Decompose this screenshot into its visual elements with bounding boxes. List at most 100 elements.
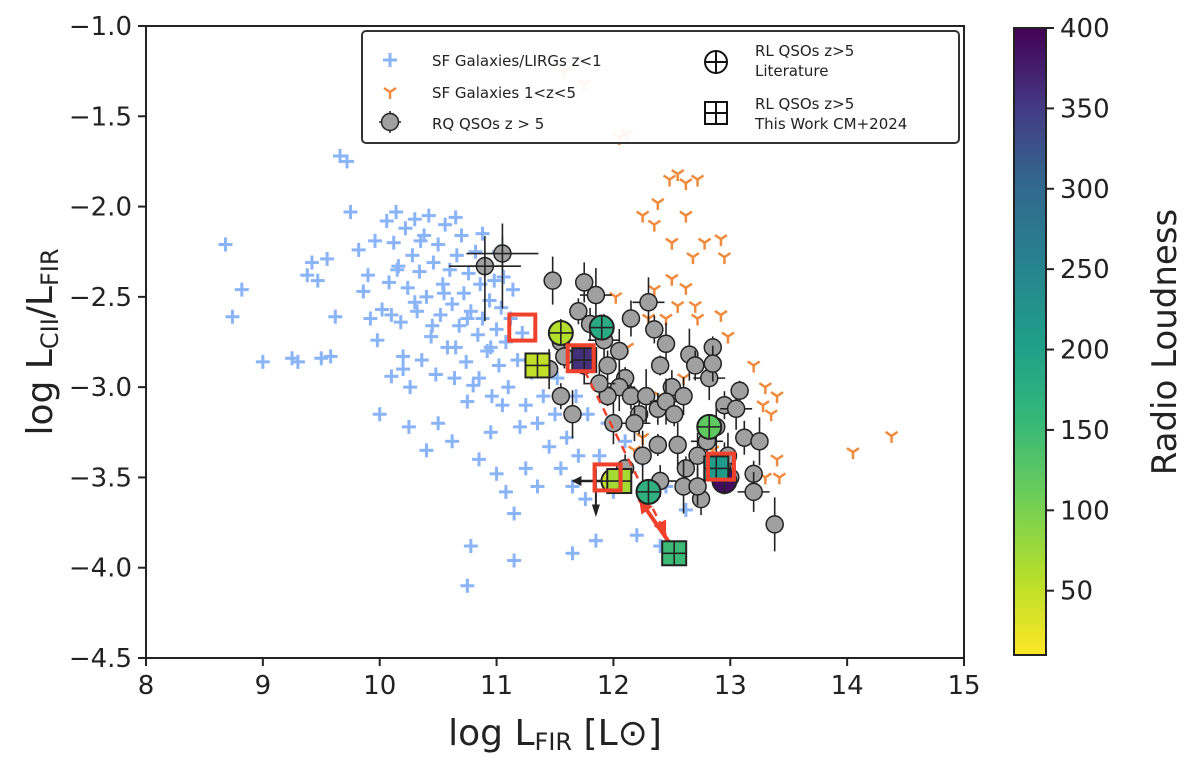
sf-low-z-point bbox=[472, 371, 487, 386]
legend-label-sf-high: SF Galaxies 1<z<5 bbox=[432, 84, 576, 102]
sf-low-z-point bbox=[459, 354, 474, 369]
sf-high-z-point bbox=[717, 252, 732, 265]
sf-low-z-point bbox=[461, 266, 476, 281]
y-tick-label: −1.5 bbox=[69, 102, 132, 132]
rq-qso-point bbox=[765, 515, 784, 534]
sf-low-z-point bbox=[379, 214, 394, 229]
sf-low-z-point bbox=[401, 419, 416, 434]
upper-limit-arrowhead bbox=[591, 504, 600, 518]
sf-low-z-point bbox=[550, 371, 565, 386]
sf-low-z-point bbox=[518, 398, 533, 413]
legend-box bbox=[361, 30, 960, 144]
sf-low-z-point bbox=[454, 228, 469, 243]
sf-high-z-point bbox=[665, 273, 679, 286]
rq-qso-point bbox=[735, 428, 754, 447]
sf-low-z-point bbox=[580, 407, 595, 422]
rq-qso-point bbox=[598, 356, 617, 375]
sf-low-z-point bbox=[618, 434, 633, 449]
rq-qso-point bbox=[621, 309, 641, 328]
rq-qso-point bbox=[674, 386, 693, 406]
sf-high-z-point bbox=[764, 409, 778, 422]
sf-low-z-point bbox=[489, 322, 504, 337]
x-axis-ticks: 8 9 10 11 12 13 14 15 bbox=[138, 658, 981, 701]
sf-low-z-point bbox=[412, 264, 427, 279]
sf-high-z-point bbox=[679, 282, 693, 295]
rq-qso-point bbox=[645, 320, 664, 339]
sf-high-z-point bbox=[671, 300, 685, 313]
sf-low-z-point bbox=[407, 295, 422, 310]
x-axis-label: log LFIR [L⊙] bbox=[448, 713, 662, 756]
sf-low-z-point bbox=[389, 204, 404, 219]
y-tick-label: −1.0 bbox=[69, 12, 132, 42]
colorbar-tick-label: 400 bbox=[1060, 14, 1110, 44]
sf-low-z-point bbox=[428, 367, 443, 382]
legend-label-sf-low: SF Galaxies/LIRGs z<1 bbox=[432, 52, 602, 70]
sf-low-z-point bbox=[487, 273, 502, 288]
sf-low-z-point bbox=[442, 262, 457, 277]
rq-qso-point bbox=[650, 356, 670, 375]
sf-low-z-point bbox=[578, 492, 593, 507]
sf-low-z-point bbox=[530, 416, 545, 431]
rq-qso-point bbox=[685, 356, 705, 375]
sf-low-z-point bbox=[425, 318, 440, 333]
rq-qso-point bbox=[625, 414, 644, 433]
y-axis-ticks: −4.5 −4.0 −3.5 −3.0 −2.5 −2.0 −1.5 −1.0 bbox=[69, 12, 146, 674]
sf-low-z-point bbox=[448, 340, 463, 355]
sf-low-z-point bbox=[484, 389, 499, 404]
rq-qso-point bbox=[648, 435, 668, 455]
sf-low-z-point bbox=[559, 430, 574, 445]
sf-high-z-point bbox=[690, 174, 705, 187]
rq-qso-point bbox=[668, 435, 687, 455]
sf-low-z-point bbox=[396, 349, 411, 364]
rq-qso-point bbox=[726, 399, 746, 419]
colorbar-tick-label: 100 bbox=[1060, 496, 1110, 526]
sf-low-z-point bbox=[483, 340, 498, 355]
rq-qso-point bbox=[664, 404, 684, 424]
sf-low-z-point bbox=[548, 407, 562, 422]
sf-high-z-point bbox=[846, 447, 860, 460]
sf-low-z-point bbox=[396, 362, 411, 377]
sf-low-z-point bbox=[438, 217, 453, 232]
red-open-square-point bbox=[507, 312, 538, 343]
sf-high-z-point bbox=[714, 234, 728, 247]
sf-low-z-point bbox=[398, 221, 413, 236]
sf-high-z-point bbox=[665, 237, 679, 250]
sf-low-z-point bbox=[225, 309, 240, 324]
sf-low-z-point bbox=[629, 528, 644, 543]
sf-low-z-point bbox=[445, 297, 460, 312]
sf-low-z-point bbox=[431, 237, 446, 252]
sf-low-z-point bbox=[290, 354, 305, 369]
sf-low-z-point bbox=[460, 578, 475, 593]
rq-qso-point bbox=[610, 341, 629, 361]
sf-low-z-point bbox=[372, 407, 387, 422]
sf-low-z-point bbox=[569, 389, 584, 404]
sf-low-z-point bbox=[419, 289, 434, 304]
sf-low-z-point bbox=[452, 318, 467, 333]
sf-low-z-point bbox=[515, 325, 530, 340]
sf-low-z-point bbox=[390, 262, 405, 277]
plot-frame bbox=[145, 25, 965, 659]
colorbar: 50 100 150 200 250 300 350 400 Radio Loudness bbox=[1013, 14, 1185, 656]
y-tick-label: −4.0 bbox=[69, 554, 132, 584]
y-tick-label: −3.5 bbox=[69, 463, 132, 493]
sf-high-z-point bbox=[679, 210, 693, 223]
sf-low-z-point bbox=[530, 479, 545, 494]
sf-low-z-point bbox=[489, 466, 504, 481]
sf-low-z-point bbox=[375, 302, 390, 317]
rq-qso-point bbox=[730, 381, 749, 401]
sf-low-z-point bbox=[678, 502, 693, 517]
sf-low-z-point bbox=[419, 443, 434, 458]
sf-low-z-point bbox=[475, 311, 490, 326]
sf-high-z-point bbox=[671, 169, 685, 182]
sf-low-z-point bbox=[356, 284, 371, 299]
rq-qso-point bbox=[563, 404, 582, 424]
sf-low-z-point bbox=[310, 273, 325, 288]
legend: SF Galaxies/LIRGs z<1 SF Galaxies 1<z<5 … bbox=[361, 30, 960, 144]
sf-low-z-point bbox=[475, 226, 490, 241]
sf-low-z-point bbox=[445, 434, 460, 449]
sf-low-z-point bbox=[512, 419, 527, 434]
colorbar-tick-label: 200 bbox=[1060, 336, 1110, 366]
legend-marker-rq bbox=[379, 111, 401, 133]
sf-low-z-point bbox=[491, 358, 506, 373]
sf-high-z-point bbox=[714, 309, 728, 322]
